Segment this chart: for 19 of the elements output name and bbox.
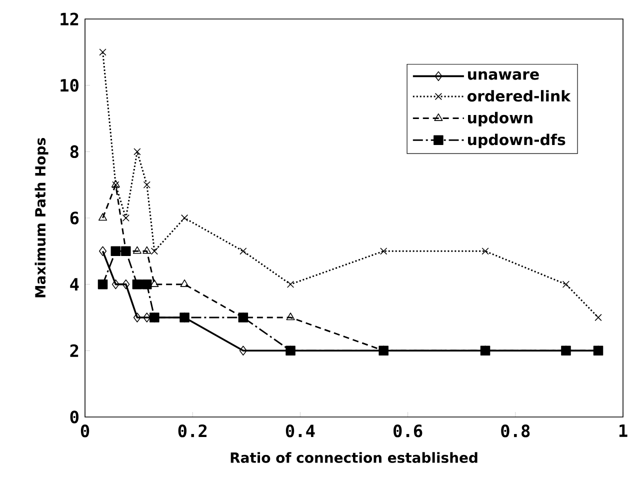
x-tick-label: 0.2 (178, 424, 206, 438)
y-tick-label: 12 (60, 12, 78, 26)
y-axis-title: Maximum Path Hops (34, 138, 48, 298)
y-tick-label: 2 (70, 344, 78, 357)
x-tick-label: 0.4 (286, 424, 315, 438)
legend-label: ordered-link (467, 90, 571, 102)
y-tick-label: 4 (70, 278, 79, 290)
y-tick-label: 6 (70, 212, 79, 224)
x-tick-label: 0.8 (501, 424, 530, 438)
legend-label: updown-dfs (468, 134, 566, 148)
x-axis-title: Ratio of connection established (230, 452, 478, 463)
y-tick-label: 0 (70, 410, 78, 424)
x-tick-label: 0 (80, 424, 90, 438)
x-tick-label: 1 (619, 424, 628, 437)
y-tick-label: 8 (70, 145, 78, 158)
legend-label: updown (468, 112, 532, 126)
legend-label: unaware (468, 71, 539, 80)
y-tick-label: 10 (60, 78, 78, 92)
x-tick-label: 0.6 (394, 424, 422, 438)
